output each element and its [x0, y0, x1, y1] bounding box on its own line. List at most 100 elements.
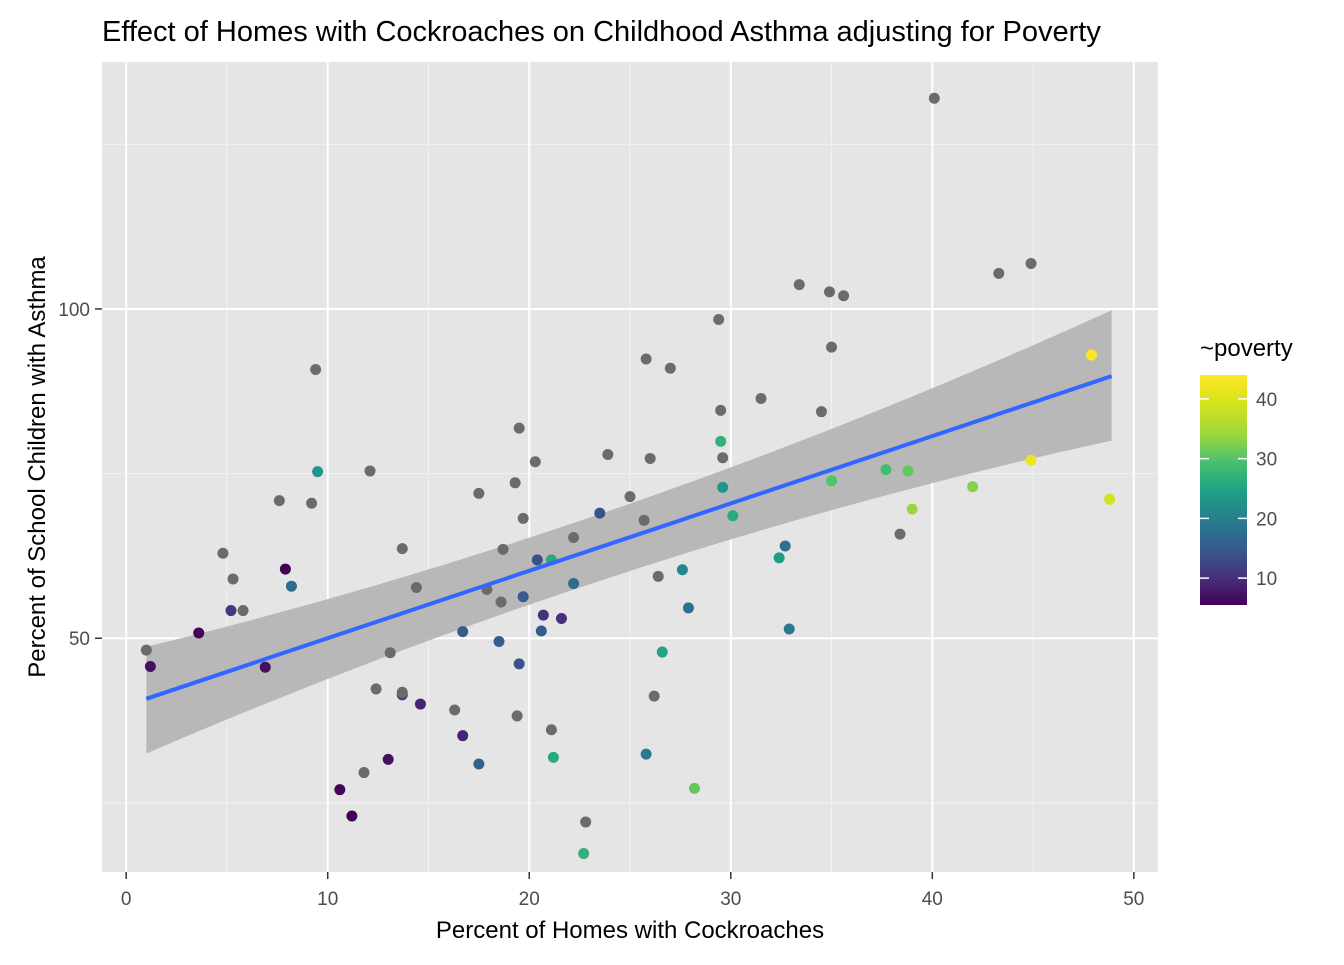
- data-point: [815, 406, 827, 418]
- data-point: [144, 661, 156, 673]
- data-point: [664, 362, 676, 374]
- x-tick-label: 40: [922, 889, 943, 910]
- data-point: [717, 481, 729, 493]
- data-point: [497, 543, 509, 555]
- data-point: [193, 627, 205, 639]
- grid-lines: [102, 62, 1158, 872]
- data-point: [396, 686, 408, 698]
- data-point: [547, 751, 559, 763]
- data-point: [640, 353, 652, 365]
- data-point: [535, 625, 547, 637]
- x-tick-label: 10: [317, 889, 338, 910]
- data-point: [555, 612, 567, 624]
- data-point: [285, 580, 297, 592]
- data-point: [568, 531, 580, 543]
- data-point: [1104, 493, 1116, 505]
- trend-line: [145, 374, 1113, 701]
- data-point: [568, 578, 580, 590]
- data-point: [682, 602, 694, 614]
- data-point: [473, 758, 485, 770]
- data-point: [346, 810, 358, 822]
- legend-title: ~poverty: [1200, 335, 1293, 362]
- data-point: [531, 554, 543, 566]
- data-point: [826, 341, 838, 353]
- data-point: [217, 547, 229, 559]
- data-point: [793, 279, 805, 291]
- data-point: [773, 552, 785, 564]
- data-point: [358, 767, 370, 779]
- data-point: [1085, 349, 1097, 361]
- data-point: [902, 465, 914, 477]
- x-tick-label: 20: [519, 889, 540, 910]
- data-point: [259, 661, 271, 673]
- data-point: [306, 497, 318, 509]
- data-point: [688, 782, 700, 794]
- confidence-ribbon: [146, 310, 1112, 754]
- data-point: [237, 605, 249, 617]
- data-point: [140, 644, 152, 656]
- data-point: [513, 422, 525, 434]
- x-tick-label: 30: [720, 889, 741, 910]
- x-axis-label: Percent of Homes with Cockroaches: [436, 917, 824, 944]
- data-point: [396, 543, 408, 555]
- y-tick-label: 50: [69, 629, 90, 650]
- data-point: [449, 704, 461, 716]
- data-point: [594, 507, 606, 519]
- color-legend: ~poverty 10 20 30 40: [1200, 335, 1293, 605]
- data-point: [225, 605, 237, 617]
- data-point: [624, 491, 636, 503]
- y-tick-label: 100: [58, 300, 90, 321]
- data-point: [410, 582, 422, 594]
- data-point: [755, 393, 767, 405]
- colorbar-tick-label: 10: [1256, 569, 1277, 590]
- data-point: [384, 647, 396, 659]
- trend-line-group: [145, 374, 1113, 701]
- data-point: [967, 481, 979, 493]
- data-point: [529, 456, 541, 468]
- data-point: [640, 748, 652, 760]
- data-point: [227, 573, 239, 585]
- axes: 0 10 20 30 40 50 50 100: [58, 300, 1144, 910]
- colorbar: [1200, 375, 1247, 605]
- data-point: [473, 487, 485, 499]
- data-point: [457, 730, 469, 742]
- data-point: [509, 477, 521, 489]
- data-point: [457, 626, 469, 638]
- data-point: [602, 448, 614, 460]
- colorbar-tick-label: 20: [1256, 509, 1277, 530]
- chart-title: Effect of Homes with Cockroaches on Chil…: [102, 16, 1101, 48]
- data-point: [495, 596, 507, 608]
- data-point: [928, 92, 940, 104]
- data-point: [715, 435, 727, 447]
- data-point: [644, 452, 656, 464]
- data-point: [310, 364, 322, 376]
- data-point: [1025, 454, 1037, 466]
- data-point: [638, 514, 650, 526]
- data-point: [493, 636, 505, 648]
- data-point: [414, 698, 426, 710]
- data-point: [273, 495, 285, 507]
- data-point: [370, 683, 382, 695]
- data-point: [838, 290, 850, 302]
- data-point: [279, 563, 291, 575]
- data-point: [993, 267, 1005, 279]
- data-point: [717, 452, 729, 464]
- colorbar-ticks: 10 20 30 40: [1200, 390, 1277, 590]
- data-point: [545, 724, 557, 736]
- data-point: [779, 540, 791, 552]
- data-point: [517, 512, 529, 524]
- colorbar-tick-label: 30: [1256, 450, 1277, 471]
- data-point: [894, 528, 906, 540]
- data-point: [656, 646, 668, 658]
- x-tick-label: 0: [121, 889, 132, 910]
- data-point: [382, 753, 394, 765]
- data-point: [364, 465, 376, 477]
- data-point: [826, 475, 838, 487]
- data-point: [715, 404, 727, 416]
- data-point: [511, 710, 523, 722]
- data-point: [578, 848, 590, 860]
- data-point: [727, 510, 739, 522]
- data-point: [880, 464, 892, 476]
